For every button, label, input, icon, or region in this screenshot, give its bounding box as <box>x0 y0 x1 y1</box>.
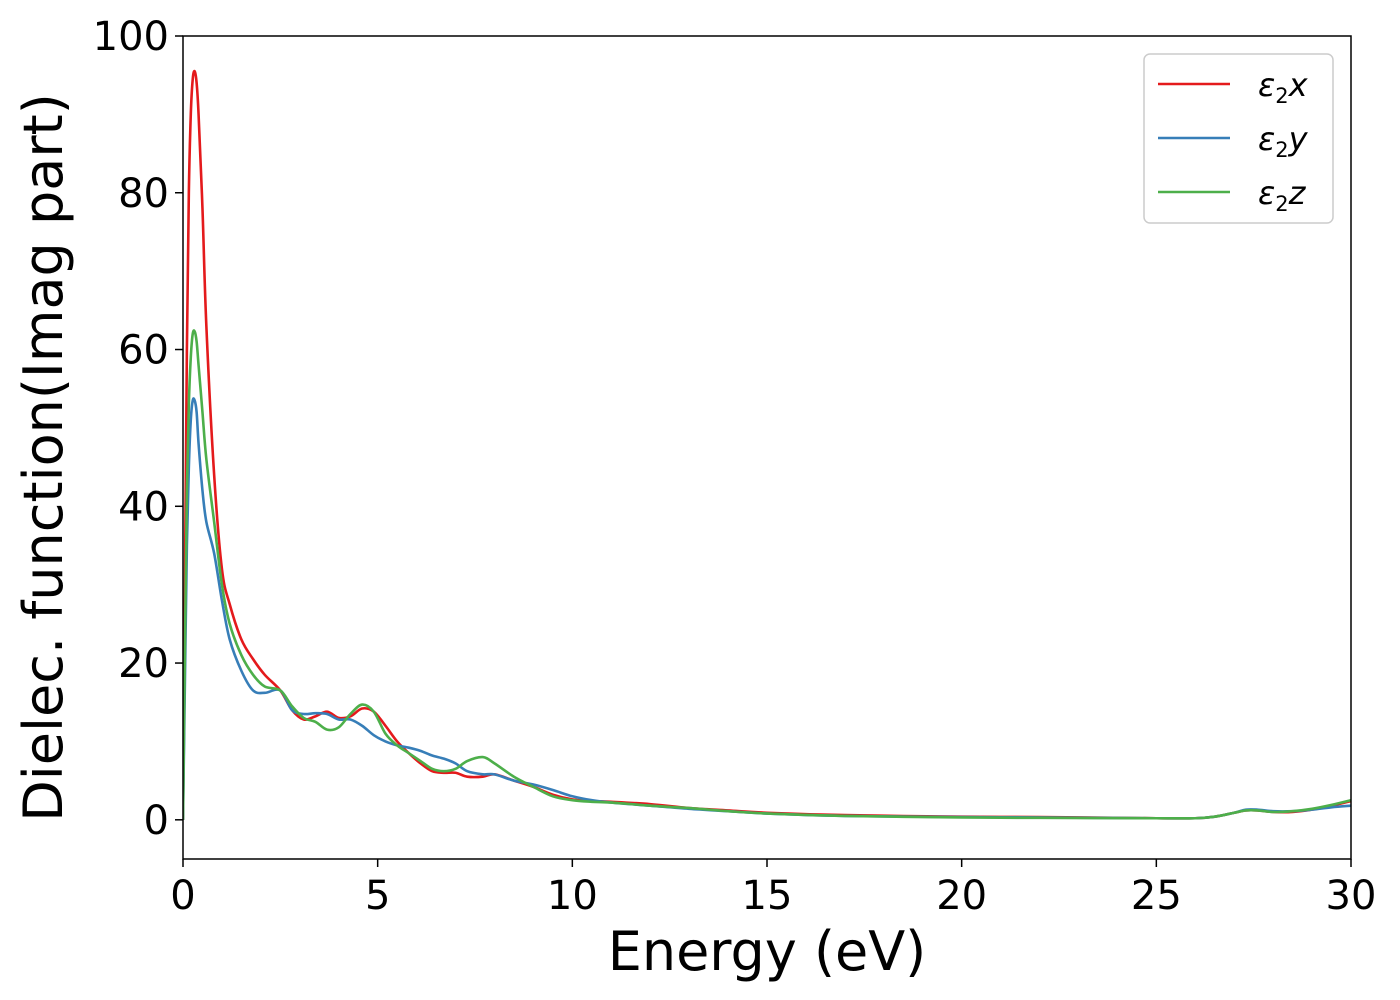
series-layer <box>183 69 1351 820</box>
x-tick-label: 15 <box>742 873 793 919</box>
y-tick-label: 80 <box>118 171 169 217</box>
legend-label-z: ε2z <box>1258 174 1307 216</box>
legend-label-y: ε2y <box>1258 120 1309 162</box>
x-tick-label: 25 <box>1131 873 1182 919</box>
x-axis-label: Energy (eV) <box>608 920 927 983</box>
y-axis-ticks: 0 20 40 60 80 100 <box>93 14 183 844</box>
legend-box <box>1143 53 1334 224</box>
x-axis-ticks: 0 5 10 15 20 25 30 <box>170 859 1376 919</box>
legend: ε2x ε2y ε2z <box>1143 53 1334 224</box>
x-tick-label: 5 <box>365 873 390 919</box>
y-tick-label: 40 <box>118 484 169 530</box>
legend-label-x: ε2x <box>1258 66 1309 108</box>
x-tick-label: 30 <box>1326 873 1377 919</box>
y-tick-label: 20 <box>118 641 169 687</box>
y-tick-label: 0 <box>144 798 169 844</box>
y-axis-label: Dielec. function(Imag part) <box>12 93 75 822</box>
series-line-z <box>183 329 1351 820</box>
y-tick-label: 60 <box>118 328 169 374</box>
x-tick-label: 20 <box>936 873 987 919</box>
y-tick-label: 100 <box>93 14 169 60</box>
x-tick-label: 10 <box>547 873 598 919</box>
x-tick-label: 0 <box>170 873 195 919</box>
